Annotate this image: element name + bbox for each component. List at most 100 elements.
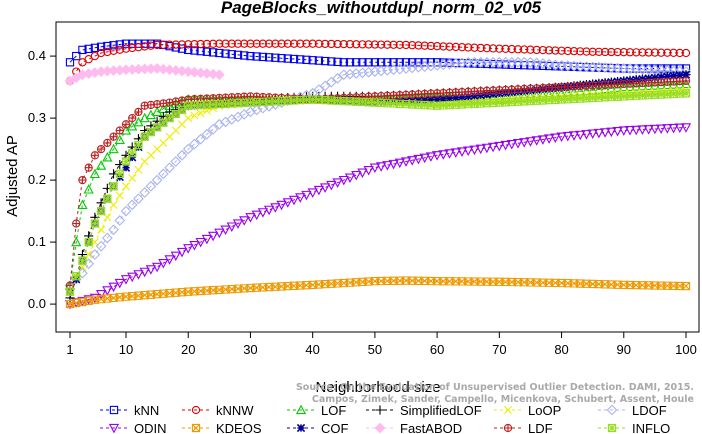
x-tick-label: 80 [554, 342, 568, 357]
legend-item-kdeos: KDEOS [182, 421, 262, 434]
data-point [407, 156, 418, 166]
series-ldf [65, 76, 691, 290]
x-tick-label: 30 [243, 342, 257, 357]
data-point [115, 40, 124, 49]
data-point [451, 93, 460, 102]
data-point [363, 166, 374, 176]
data-point [201, 234, 213, 245]
data-point [196, 109, 205, 118]
data-point [582, 47, 591, 56]
data-point [370, 40, 380, 49]
data-point [245, 106, 256, 118]
data-point [184, 40, 193, 49]
data-point [663, 72, 672, 81]
data-point [227, 50, 236, 59]
legend-item-inflo: INFLO [598, 421, 670, 434]
data-point [613, 47, 622, 57]
data-point [77, 267, 88, 279]
data-point [295, 193, 306, 203]
data-point [382, 161, 393, 171]
data-point [426, 58, 436, 67]
legend-label: LoOP [528, 403, 561, 418]
data-point [164, 162, 175, 174]
data-point [408, 58, 417, 67]
data-point [569, 46, 579, 56]
data-point [394, 158, 405, 169]
data-point [675, 48, 684, 58]
data-point [369, 163, 381, 174]
data-point [439, 42, 448, 51]
data-point [345, 58, 355, 67]
data-point [650, 73, 660, 82]
data-point [662, 124, 673, 134]
data-point [358, 58, 367, 67]
data-point [632, 48, 641, 57]
data-point [520, 45, 529, 54]
data-point [351, 170, 362, 181]
data-point [644, 48, 653, 57]
legend-item-ldof: LDOF [598, 403, 667, 418]
data-point [177, 105, 187, 114]
data-point [233, 39, 243, 48]
data-point [257, 102, 269, 114]
data-point [108, 224, 119, 236]
data-point [463, 146, 474, 157]
data-point [506, 139, 517, 150]
data-point [544, 46, 554, 55]
data-point [221, 49, 230, 58]
data-point [146, 151, 155, 160]
data-point [202, 47, 212, 56]
data-point [470, 43, 479, 52]
data-point [364, 58, 373, 67]
data-point [140, 42, 149, 51]
series-line [69, 80, 687, 286]
data-point [444, 149, 455, 159]
legend-item-ldf: LDF [494, 421, 553, 434]
series-fastabod [64, 63, 225, 87]
data-point [120, 275, 132, 285]
data-point [656, 48, 666, 57]
data-point [128, 113, 137, 123]
data-point [319, 183, 331, 193]
data-point [95, 160, 107, 170]
data-point [233, 50, 243, 60]
data-point [77, 199, 88, 210]
data-point [65, 58, 75, 67]
data-point [333, 39, 342, 49]
data-point [314, 56, 324, 65]
data-point [239, 216, 250, 226]
data-point [165, 113, 174, 123]
legend-marker [109, 405, 119, 415]
data-point [450, 148, 461, 158]
legend-marker [374, 422, 386, 434]
data-point [184, 114, 193, 123]
data-point [140, 157, 149, 166]
x-tick-label: 10 [119, 342, 133, 357]
data-point [245, 213, 256, 223]
data-point [445, 94, 454, 103]
legend-item-knn: kNN [100, 403, 159, 418]
data-point [151, 174, 163, 186]
data-point [420, 95, 429, 105]
data-point [364, 40, 373, 49]
data-point [164, 255, 175, 265]
data-point [89, 249, 101, 260]
data-point [283, 54, 292, 63]
data-point [121, 157, 131, 166]
data-point [325, 76, 337, 88]
data-point [109, 132, 118, 141]
data-point [594, 47, 604, 56]
data-point [464, 43, 473, 52]
series-line [69, 61, 687, 286]
data-point [271, 39, 280, 48]
data-point [512, 139, 524, 149]
data-point [170, 156, 182, 167]
data-point [456, 147, 468, 157]
data-point [90, 219, 100, 228]
legend-label: LDF [528, 421, 553, 434]
data-point [345, 40, 355, 49]
data-point [258, 39, 268, 48]
data-point [469, 145, 480, 156]
data-point [431, 151, 443, 161]
data-point [663, 48, 672, 57]
